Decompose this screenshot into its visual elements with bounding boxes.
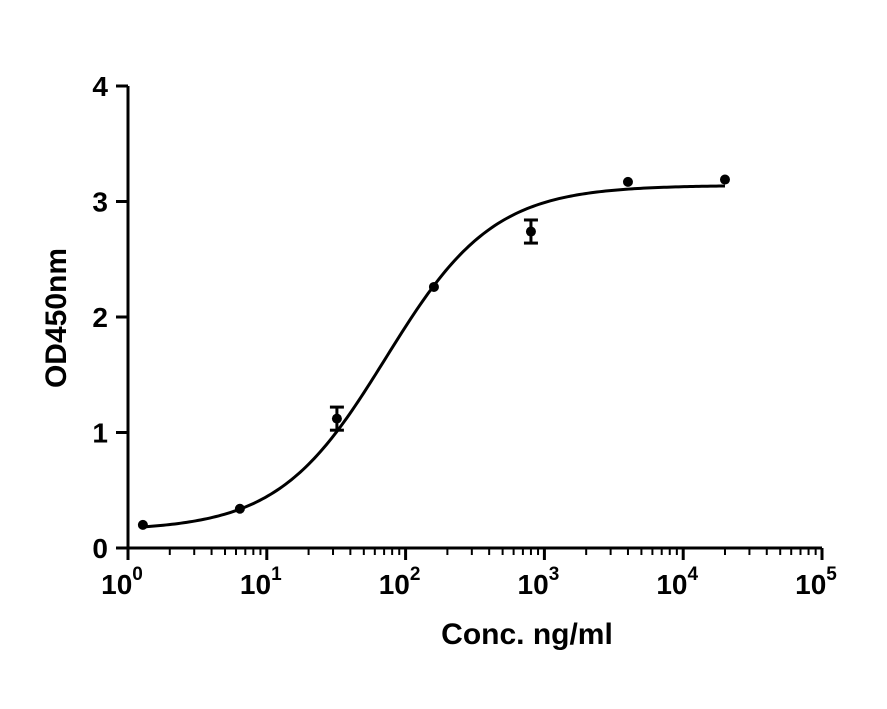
data-point <box>428 281 439 292</box>
x-tick-label-exponent: 3 <box>549 564 560 585</box>
x-tick-label: 104 <box>656 564 698 600</box>
x-axis-ticks: 100 101 102 103 104 105 <box>101 548 837 600</box>
y-tick-label: 3 <box>92 187 108 218</box>
x-tick-label-base: 10 <box>240 569 271 600</box>
x-tick-label-base: 10 <box>101 569 132 600</box>
x-tick-label-exponent: 0 <box>132 564 143 585</box>
axes <box>126 86 822 550</box>
data-point <box>234 503 245 514</box>
data-point <box>137 519 148 530</box>
fit-curve <box>142 184 726 529</box>
x-tick-label-base: 10 <box>379 569 410 600</box>
data-point <box>525 226 536 237</box>
y-tick-label: 2 <box>92 302 108 333</box>
x-tick-label-base: 10 <box>795 569 826 600</box>
data-points-layer <box>137 174 730 530</box>
y-tick-label: 1 <box>92 418 108 449</box>
x-tick-label: 102 <box>379 564 421 600</box>
data-point <box>331 413 342 424</box>
data-point <box>719 174 730 185</box>
x-tick-label-base: 10 <box>518 569 549 600</box>
x-tick-label-exponent: 2 <box>410 564 421 585</box>
x-tick-label: 103 <box>518 564 560 600</box>
x-tick-label-exponent: 4 <box>687 564 698 585</box>
data-point <box>622 176 633 187</box>
x-tick-label: 100 <box>101 564 143 600</box>
x-tick-label-exponent: 5 <box>826 564 837 585</box>
fit-curve-layer <box>142 184 726 529</box>
y-tick-label: 4 <box>92 71 108 102</box>
x-tick-label-base: 10 <box>656 569 687 600</box>
x-tick-label-exponent: 1 <box>271 564 282 585</box>
y-axis-ticks: 0 1 2 3 4 <box>92 71 128 564</box>
x-tick-label: 105 <box>795 564 837 600</box>
x-tick-label: 101 <box>240 564 282 600</box>
x-axis-label: Conc. ng/ml <box>441 618 613 651</box>
y-axis-label: OD450nm <box>40 248 73 388</box>
y-tick-label: 0 <box>92 533 108 564</box>
